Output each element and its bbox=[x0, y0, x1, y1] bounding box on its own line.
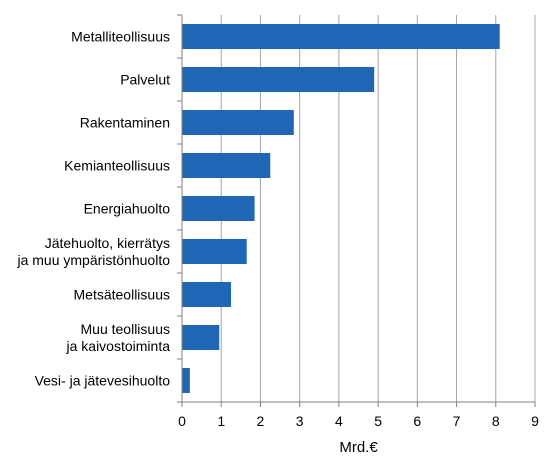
category-label-0: Metalliteollisuus bbox=[71, 29, 170, 45]
x-tick-label-7: 7 bbox=[453, 413, 461, 429]
category-label-6: Metsäteollisuus bbox=[74, 287, 171, 303]
x-axis-title: Mrd.€ bbox=[339, 439, 378, 456]
category-label-4: Energiahuolto bbox=[84, 201, 171, 217]
bar-0 bbox=[182, 24, 500, 49]
bar-2 bbox=[182, 110, 294, 135]
bar-1 bbox=[182, 67, 375, 92]
category-labels: Metalliteollisuus Palvelut Rakentaminen Kem… bbox=[16, 29, 170, 389]
bar-7 bbox=[182, 325, 220, 350]
bar-3 bbox=[182, 153, 271, 178]
x-tick-label-3: 3 bbox=[296, 413, 304, 429]
category-label-8-line-0: Vesi- ja jätevesihuolto bbox=[35, 373, 171, 389]
x-tick-label-2: 2 bbox=[257, 413, 265, 429]
bars bbox=[182, 24, 500, 393]
category-label-7: Muu teollisuus ja kaivostoiminta bbox=[66, 321, 171, 354]
category-label-5: Jätehuolto, kierrätys ja muu ympäristönhu… bbox=[16, 235, 170, 268]
axes bbox=[177, 14, 536, 407]
category-label-8: Vesi- ja jätevesihuolto bbox=[35, 373, 171, 389]
category-label-5-line-0: Jätehuolto, kierrätys bbox=[45, 235, 170, 251]
bar-4 bbox=[182, 196, 255, 221]
x-tick-label-4: 4 bbox=[335, 413, 343, 429]
bar-6 bbox=[182, 282, 232, 307]
bar-5 bbox=[182, 239, 247, 264]
category-label-6-line-0: Metsäteollisuus bbox=[74, 287, 171, 303]
category-label-1-line-0: Palvelut bbox=[120, 72, 170, 88]
x-tick-label-8: 8 bbox=[492, 413, 500, 429]
x-tick-label-9: 9 bbox=[531, 413, 539, 429]
category-label-3-line-0: Kemianteollisuus bbox=[64, 158, 170, 174]
category-label-4-line-0: Energiahuolto bbox=[84, 201, 171, 217]
x-tick-label-0: 0 bbox=[178, 413, 186, 429]
x-tick-label-1: 1 bbox=[217, 413, 225, 429]
category-label-7-line-0: Muu teollisuus bbox=[81, 321, 171, 337]
bar-8 bbox=[182, 368, 190, 393]
x-tick-label-6: 6 bbox=[413, 413, 421, 429]
category-label-1: Palvelut bbox=[120, 72, 170, 88]
category-label-5-line-1: ja muu ympäristönhuolto bbox=[16, 252, 170, 268]
category-label-3: Kemianteollisuus bbox=[64, 158, 170, 174]
x-tick-labels: 0 1 2 3 4 5 6 7 8 9 bbox=[178, 413, 539, 429]
category-label-2: Rakentaminen bbox=[80, 115, 170, 131]
category-label-0-line-0: Metalliteollisuus bbox=[71, 29, 170, 45]
category-label-2-line-0: Rakentaminen bbox=[80, 115, 170, 131]
x-tick-label-5: 5 bbox=[374, 413, 382, 429]
category-label-7-line-1: ja kaivostoiminta bbox=[66, 338, 171, 354]
